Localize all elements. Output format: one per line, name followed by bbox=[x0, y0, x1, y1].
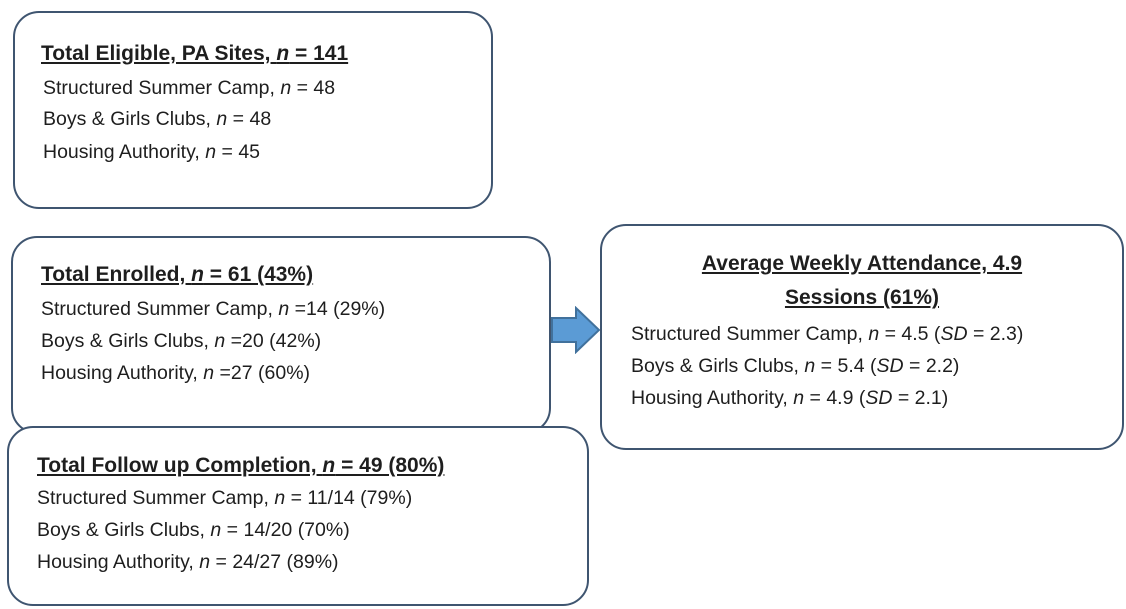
enrolled-line-camp: Structured Summer Camp, n =14 (29%) bbox=[41, 298, 386, 320]
right-arrow-icon bbox=[551, 306, 601, 354]
eligible-line-clubs: Boys & Girls Clubs, n = 48 bbox=[43, 108, 272, 130]
attendance-line-clubs: Boys & Girls Clubs, n = 5.4 (SD = 2.2) bbox=[631, 355, 960, 377]
followup-line-housing: Housing Authority, n = 24/27 (89%) bbox=[37, 551, 339, 573]
followup-line-camp: Structured Summer Camp, n = 11/14 (79%) bbox=[37, 487, 413, 509]
eligible-box bbox=[13, 11, 493, 209]
eligible-line-housing: Housing Authority, n = 45 bbox=[43, 141, 261, 163]
attendance-title-line-2: Sessions (61%) bbox=[784, 286, 940, 309]
attendance-title-line-1: Average Weekly Attendance, 4.9 bbox=[701, 252, 1023, 275]
enrolled-line-housing: Housing Authority, n =27 (60%) bbox=[41, 362, 311, 384]
enrolled-title: Total Enrolled, n = 61 (43%) bbox=[41, 263, 314, 286]
followup-title: Total Follow up Completion, n = 49 (80%) bbox=[37, 454, 445, 477]
eligible-title: Total Eligible, PA Sites, n = 141 bbox=[41, 42, 349, 65]
attendance-line-camp: Structured Summer Camp, n = 4.5 (SD = 2.… bbox=[631, 323, 1024, 345]
attendance-box bbox=[600, 224, 1124, 450]
eligible-line-camp: Structured Summer Camp, n = 48 bbox=[43, 77, 336, 99]
followup-box bbox=[7, 426, 589, 606]
attendance-line-housing: Housing Authority, n = 4.9 (SD = 2.1) bbox=[631, 387, 949, 409]
enrolled-line-clubs: Boys & Girls Clubs, n =20 (42%) bbox=[41, 330, 322, 352]
enrolled-box bbox=[11, 236, 551, 434]
right-arrow-shape bbox=[551, 306, 601, 354]
followup-line-clubs: Boys & Girls Clubs, n = 14/20 (70%) bbox=[37, 519, 350, 541]
